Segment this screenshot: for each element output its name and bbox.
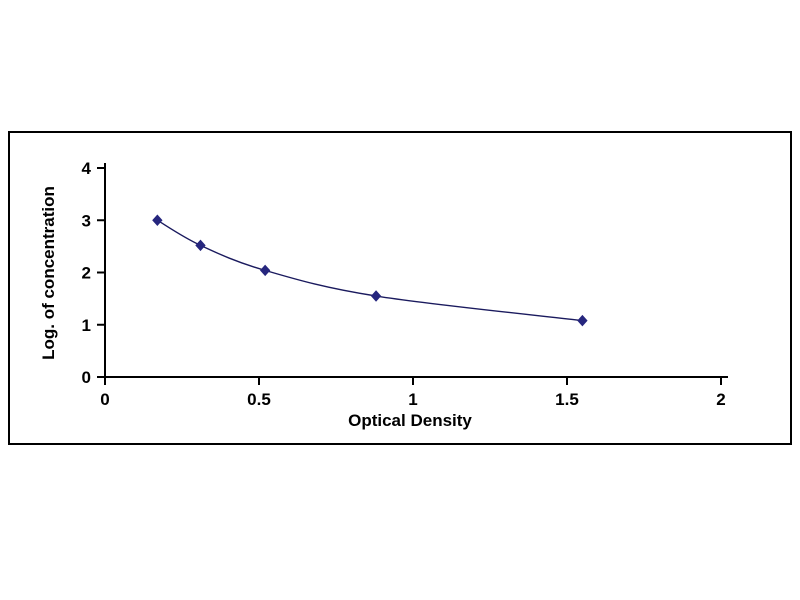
x-tick-label: 0.5 [247,390,271,409]
x-tick-label: 0 [100,390,109,409]
chart-layer: 0 0.5 1 1.5 2 0 1 2 3 4 [82,159,728,409]
x-axis-title: Optical Density [348,411,472,430]
curve-line [157,219,583,322]
y-tick-label: 0 [82,368,91,387]
plot-area: 0 0.5 1 1.5 2 0 1 2 3 4 Log. of concentration Opt… [39,159,728,430]
data-point-marker [195,239,206,252]
data-point-marker [577,314,588,327]
y-axis-title: Log. of concentration [39,186,58,360]
y-tick-label: 2 [82,264,91,283]
y-tick-label: 4 [82,159,92,178]
y-tick-label: 1 [82,316,91,335]
data-point-marker [259,264,271,277]
data-point-marker [152,214,163,226]
x-tick-label: 1.5 [555,390,579,409]
data-point-marker [370,290,382,302]
x-tick-label: 1 [408,390,417,409]
x-tick-label: 2 [716,390,725,409]
chart-frame: 0 0.5 1 1.5 2 0 1 2 3 4 Log. of concentration Opt… [8,131,792,445]
y-tick-label: 3 [82,211,91,230]
